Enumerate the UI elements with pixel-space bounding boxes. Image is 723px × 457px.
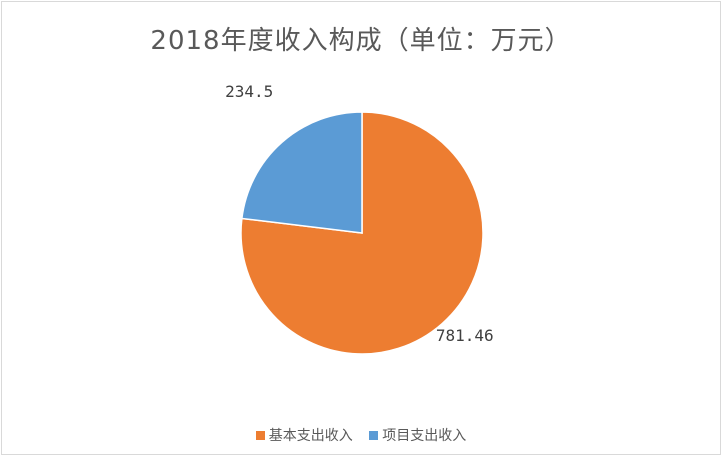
data-label-basic: 781.46 [436, 326, 494, 345]
chart-title: 2018年度收入构成（单位：万元） [150, 26, 572, 56]
legend-item-basic: 基本支出收入 [255, 425, 353, 445]
slice-project-expenditure [241, 111, 363, 234]
legend-label-project: 项目支出收入 [382, 428, 467, 444]
legend-swatch-project [369, 431, 379, 440]
legend-swatch-basic [255, 431, 265, 440]
legend-label-basic: 基本支出收入 [268, 428, 353, 444]
legend-item-project: 项目支出收入 [369, 425, 466, 445]
data-label-project: 234.5 [225, 82, 273, 101]
legend: 基本支出收入 项目支出收入 [2, 425, 720, 445]
